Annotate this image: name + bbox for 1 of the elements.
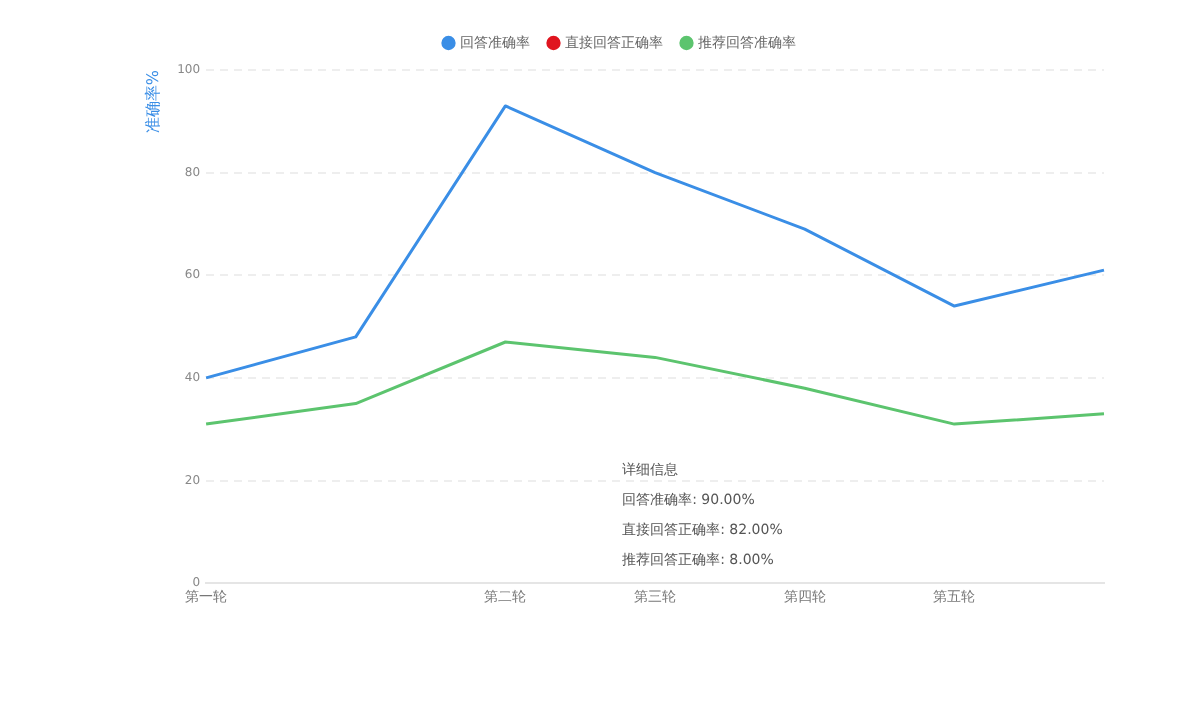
y-axis-title: 准确率% <box>143 69 162 134</box>
